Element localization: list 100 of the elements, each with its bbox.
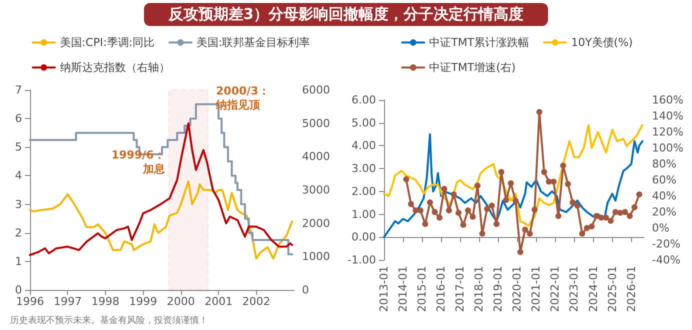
point — [484, 206, 490, 212]
x-tick-label: 2017-01 — [454, 266, 467, 312]
point — [550, 178, 557, 185]
y-tick-label: 3.00 — [352, 162, 376, 176]
y-tick-label: 4 — [15, 169, 22, 182]
y-tick-label: 3 — [15, 198, 22, 211]
x-tick-label: 1997 — [54, 295, 82, 308]
text: 历史表现不预示未来。基金有风险，投资须谨慎！ — [9, 315, 209, 327]
y2-tick-label: 20% — [652, 206, 676, 219]
x-tick-label: 2021-01 — [530, 266, 543, 312]
point — [508, 180, 514, 186]
point — [460, 222, 466, 228]
y-tick-label: 0.00 — [352, 230, 376, 244]
x-tick-label: 2016-01 — [434, 266, 448, 312]
point — [622, 209, 628, 216]
annotation: 2000/3：纳指见顶 — [215, 84, 270, 112]
point — [532, 206, 538, 213]
y2-tick-label: 4000 — [302, 150, 330, 164]
x-tick-label: 2024-01 — [586, 266, 600, 312]
y2-tick-label: 40% — [652, 190, 676, 203]
point — [488, 202, 495, 209]
y-tick-label: 6 — [15, 112, 22, 126]
point — [555, 213, 562, 220]
point — [498, 169, 504, 176]
point — [456, 210, 462, 216]
legend-label: 美国:联邦基金目标利率 — [196, 36, 310, 49]
y2-tick-label: 80% — [652, 158, 676, 171]
x-tick-label: 1998 — [91, 295, 120, 308]
y-tick-label: -1.00 — [348, 254, 376, 267]
x-tick-label: 1999 — [129, 295, 158, 308]
y2-tick-label: 60% — [652, 174, 676, 187]
y-tick-label: 2 — [15, 226, 22, 240]
x-tick-label: 2001 — [204, 295, 233, 308]
y2-tick-label: 5000 — [302, 116, 330, 130]
point — [465, 207, 472, 214]
y-tick-label: 0 — [15, 284, 22, 296]
point — [512, 198, 519, 204]
y2-tick-label: 0% — [652, 222, 670, 235]
point — [474, 182, 481, 189]
point — [526, 230, 533, 237]
y2-tick-label: 0 — [302, 284, 309, 296]
y-tick-label: 2.00 — [352, 184, 376, 198]
legend-label: 美国:CPI:季调:同比 — [60, 36, 154, 49]
y2-tick-label: 1000 — [302, 250, 330, 264]
x-tick-label: 2015-01 — [416, 266, 429, 312]
point — [436, 214, 442, 221]
point — [503, 197, 510, 204]
point — [631, 204, 638, 210]
point — [432, 209, 438, 216]
x-tick-label: 2018-01 — [472, 266, 486, 312]
point — [422, 221, 428, 228]
x-tick-label: 2022-01 — [548, 266, 562, 312]
y2-tick-label: -40% — [652, 254, 680, 267]
x-tick-label: 2026-01 — [624, 266, 638, 312]
point — [570, 199, 576, 206]
point — [494, 221, 500, 228]
x-tick-label: 2000 — [166, 295, 195, 308]
point — [617, 210, 624, 216]
point — [608, 218, 614, 224]
point — [579, 230, 586, 237]
y2-tick-label: 160% — [652, 94, 684, 106]
legend-label: 10Y美债(%) — [571, 36, 633, 49]
point — [408, 201, 414, 208]
line-series — [29, 180, 294, 260]
point — [584, 225, 590, 232]
point — [403, 176, 410, 182]
point — [636, 191, 642, 198]
legend-label: 纳斯达克指数（右轴） — [60, 61, 170, 74]
point — [426, 199, 433, 206]
point — [479, 230, 486, 237]
annotation: 1999/6：加息 — [111, 148, 166, 176]
legend-label: 中证TMT累计涨跌幅 — [429, 36, 530, 49]
y-tick-label: 1 — [15, 254, 22, 268]
point — [441, 186, 448, 192]
y-tick-label: 5.00 — [352, 116, 376, 130]
y2-tick-label: -20% — [652, 238, 680, 251]
point — [564, 181, 571, 188]
point — [612, 209, 618, 216]
point — [536, 109, 542, 115]
x-tick-label: 2014-01 — [396, 266, 410, 312]
y2-tick-label: 120% — [652, 126, 684, 139]
y2-tick-label: 100% — [652, 142, 684, 155]
legend-label: 中证TMT增速(右) — [429, 61, 516, 74]
x-tick-label: 2002 — [242, 295, 270, 308]
point — [470, 214, 476, 220]
point — [450, 191, 457, 198]
y-tick-label: 7 — [15, 84, 22, 96]
point — [588, 223, 595, 230]
point — [446, 207, 452, 214]
y-tick-label: 1.00 — [352, 208, 376, 221]
y2-tick-label: 3000 — [302, 184, 330, 196]
y-tick-label: 6.00 — [352, 94, 376, 106]
text: 反攻预期差3）分母影响回撤幅度，分子决定行情高度 — [144, 2, 548, 26]
y2-tick-label: 140% — [652, 110, 684, 123]
y2-tick-label: 2000 — [302, 216, 330, 230]
point — [560, 162, 566, 169]
x-tick-label: 2023-01 — [568, 266, 581, 312]
point — [517, 249, 524, 256]
point — [593, 213, 600, 220]
y-tick-label: 5 — [15, 140, 22, 154]
